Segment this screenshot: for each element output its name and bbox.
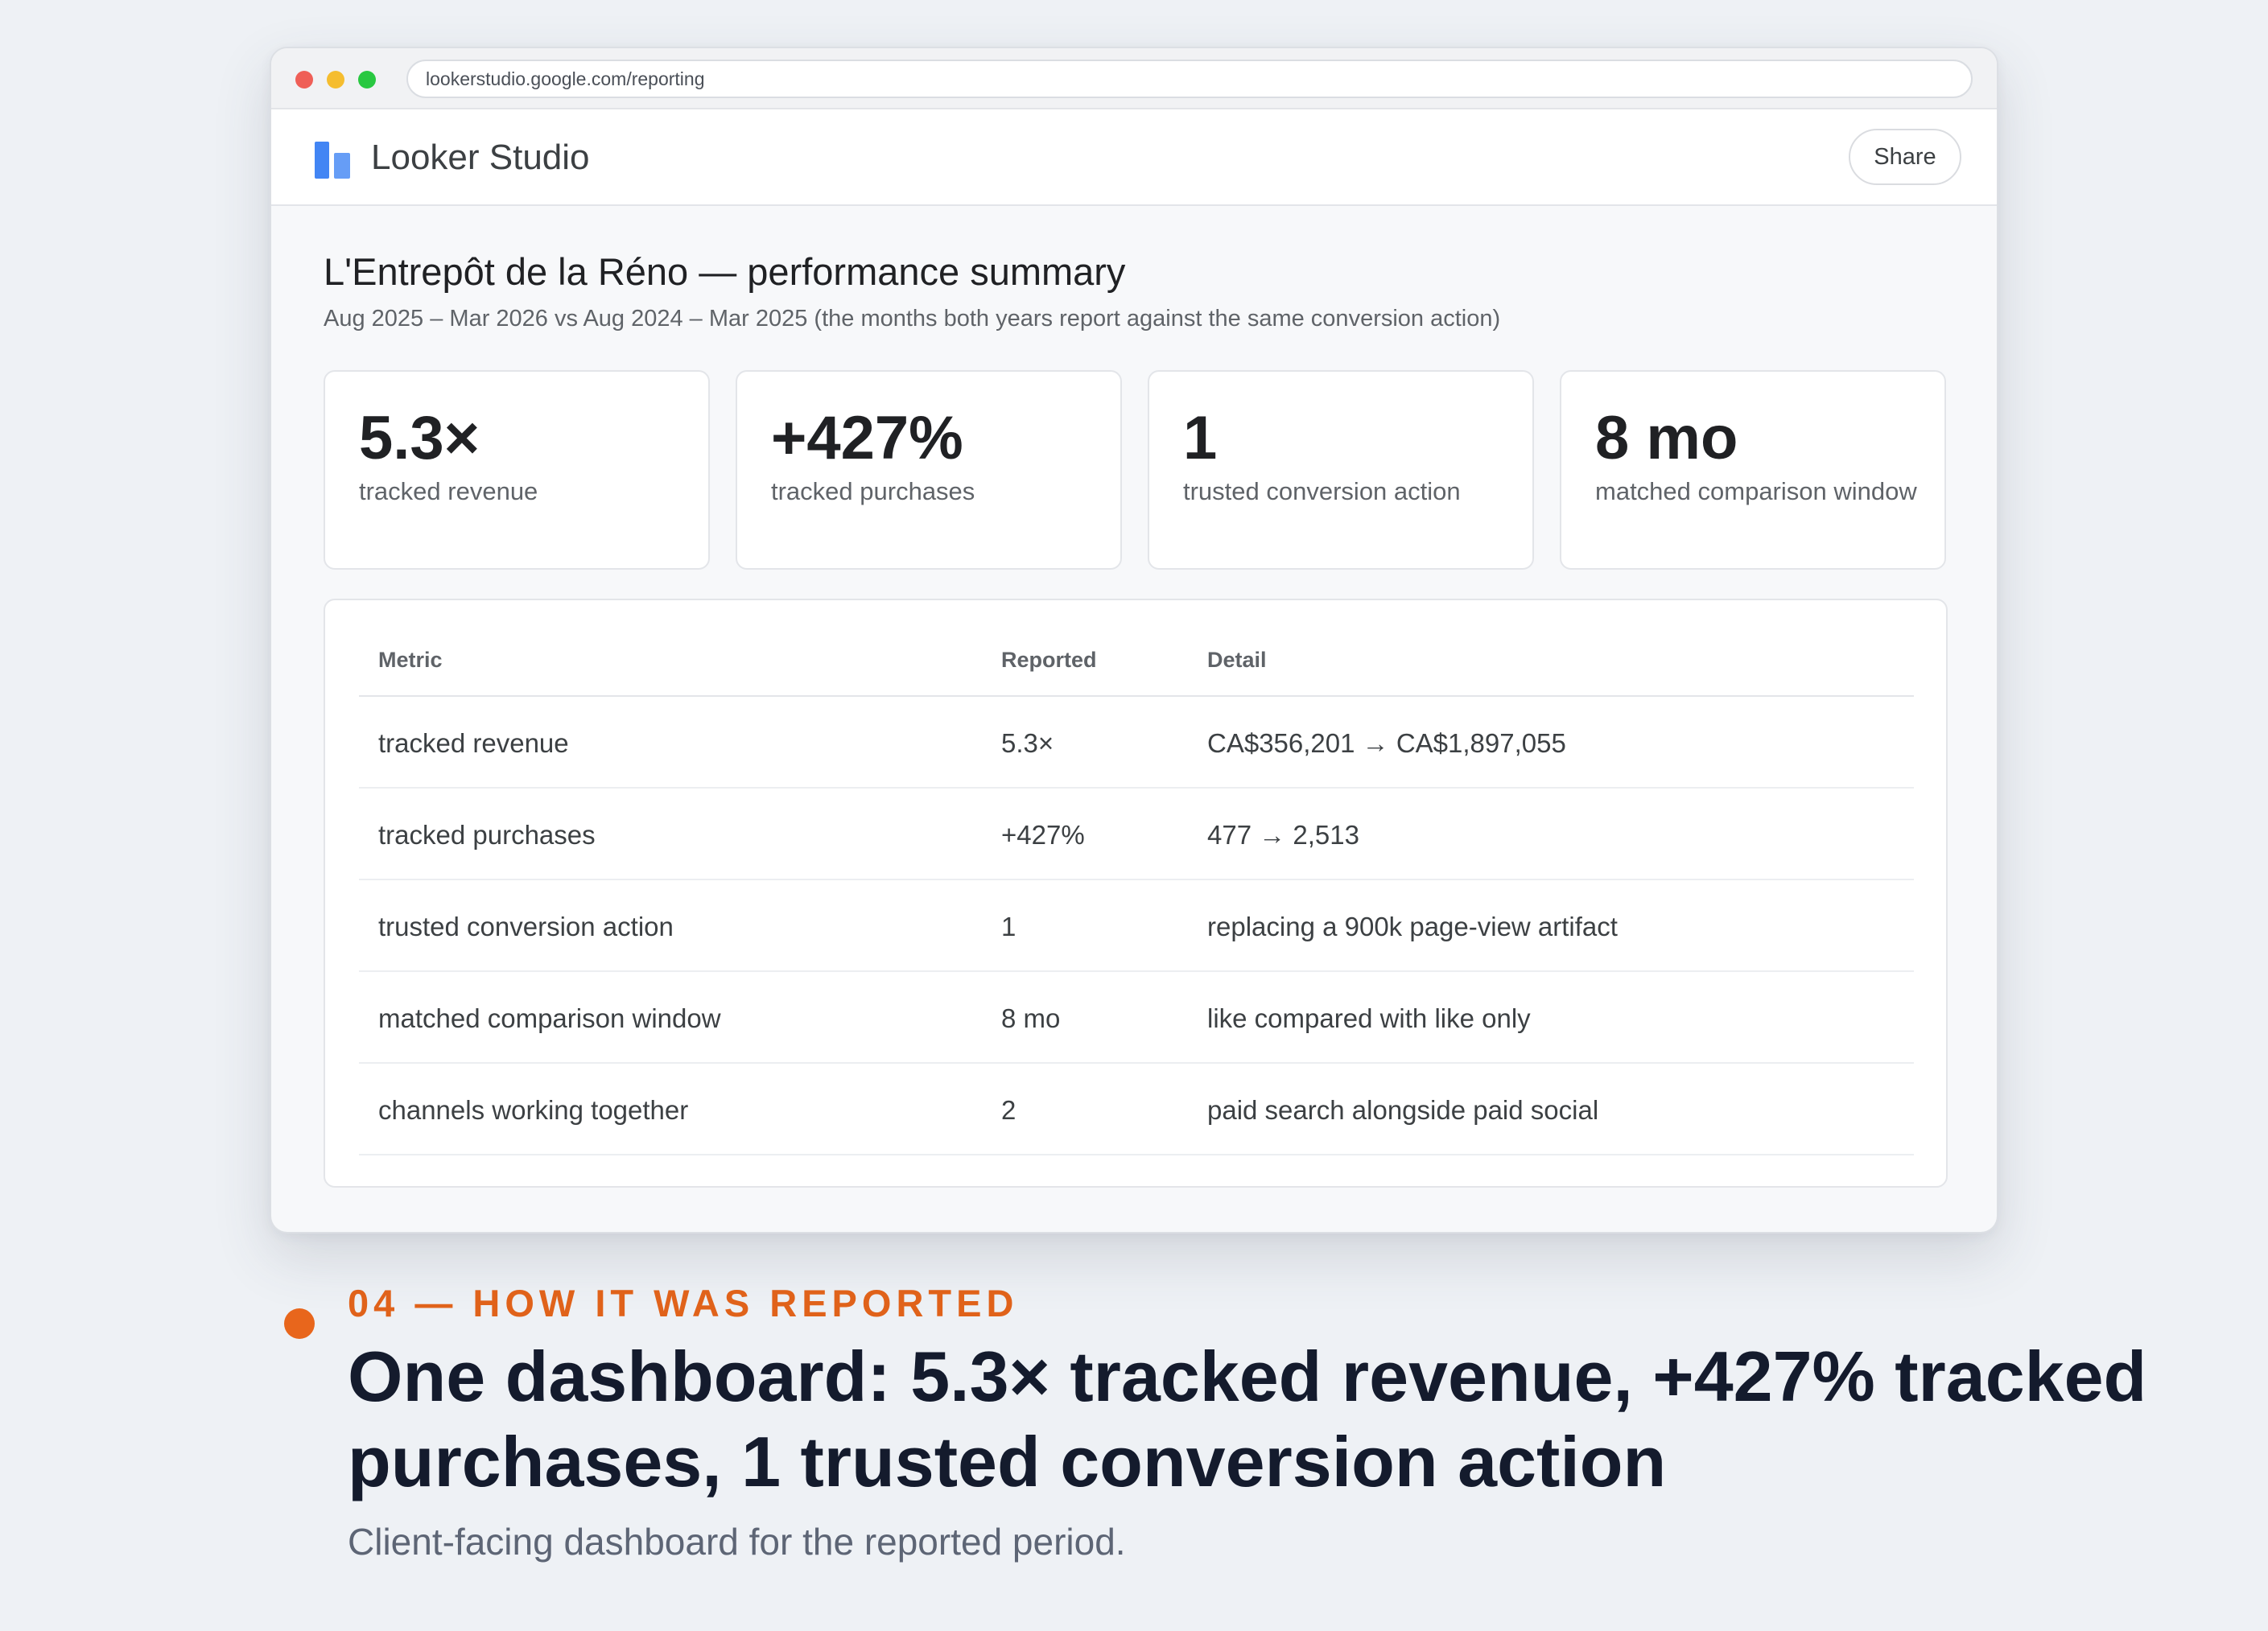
kpi-label: tracked revenue bbox=[359, 477, 538, 505]
kpi-value: 5.3× bbox=[359, 404, 480, 472]
address-bar[interactable]: lookerstudio.google.com/reporting bbox=[406, 60, 1973, 98]
column-header-metric: Metric bbox=[378, 648, 443, 672]
metric-cell: tracked purchases bbox=[378, 820, 596, 850]
column-header-reported: Reported bbox=[1001, 648, 1097, 672]
detail-cell: replacing a 900k page-view artifact bbox=[1207, 912, 1618, 941]
detail-cell: like compared with like only bbox=[1207, 1003, 1531, 1033]
kpi-value: 8 mo bbox=[1595, 404, 1738, 472]
metric-cell: matched comparison window bbox=[378, 1003, 721, 1033]
section-bullet-icon bbox=[284, 1308, 315, 1339]
table-row: matched comparison window 8 mo like comp… bbox=[359, 972, 1914, 1064]
reported-cell: 1 bbox=[1001, 912, 1016, 941]
minimize-window-button[interactable] bbox=[327, 71, 344, 89]
kpi-value: +427% bbox=[771, 404, 963, 472]
table-header: Metric Reported Detail bbox=[359, 600, 1914, 697]
table-row: tracked purchases +427% 477 → 2,513 bbox=[359, 789, 1914, 880]
report-title: L'Entrepôt de la Réno — performance summ… bbox=[324, 250, 1126, 293]
kpi-card-trusted-conversion-action: 1 trusted conversion action bbox=[1148, 370, 1534, 570]
maximize-window-button[interactable] bbox=[358, 71, 376, 89]
kpi-label: trusted conversion action bbox=[1183, 477, 1461, 505]
metric-cell: trusted conversion action bbox=[378, 912, 674, 941]
looker-studio-logo-icon bbox=[315, 142, 352, 179]
detail-cell: CA$356,201 → CA$1,897,055 bbox=[1207, 728, 1566, 758]
section-headline: One dashboard: 5.3× tracked revenue, +42… bbox=[348, 1337, 2147, 1501]
kpi-label: matched comparison window bbox=[1595, 477, 1917, 505]
browser-window: lookerstudio.google.com/reporting Looker… bbox=[270, 47, 1998, 1234]
detail-cell: paid search alongside paid social bbox=[1207, 1095, 1599, 1125]
kpi-card-tracked-purchases: +427% tracked purchases bbox=[736, 370, 1122, 570]
report-subtitle: Aug 2025 – Mar 2026 vs Aug 2024 – Mar 20… bbox=[324, 306, 1501, 332]
metrics-table: Metric Reported Detail tracked revenue 5… bbox=[324, 599, 1948, 1188]
table-row: trusted conversion action 1 replacing a … bbox=[359, 880, 1914, 972]
browser-titlebar: lookerstudio.google.com/reporting bbox=[271, 48, 1997, 109]
kpi-label: tracked purchases bbox=[771, 477, 975, 505]
reported-cell: 2 bbox=[1001, 1095, 1016, 1125]
metric-cell: tracked revenue bbox=[378, 728, 569, 758]
table-row: tracked revenue 5.3× CA$356,201 → CA$1,8… bbox=[359, 697, 1914, 789]
column-header-detail: Detail bbox=[1207, 648, 1267, 672]
share-button[interactable]: Share bbox=[1849, 129, 1961, 185]
reported-cell: 8 mo bbox=[1001, 1003, 1061, 1033]
close-window-button[interactable] bbox=[295, 71, 313, 89]
reported-cell: +427% bbox=[1001, 820, 1085, 850]
table-row: channels working together 2 paid search … bbox=[359, 1064, 1914, 1155]
section-caption: Client-facing dashboard for the reported… bbox=[348, 1521, 1126, 1563]
detail-cell: 477 → 2,513 bbox=[1207, 820, 1359, 850]
kpi-value: 1 bbox=[1183, 404, 1218, 472]
app-header: Looker Studio Share bbox=[271, 109, 1997, 206]
section-eyebrow: 04 — HOW IT WAS REPORTED bbox=[348, 1282, 1019, 1324]
reported-cell: 5.3× bbox=[1001, 728, 1054, 758]
kpi-card-tracked-revenue: 5.3× tracked revenue bbox=[324, 370, 710, 570]
kpi-card-matched-comparison-window: 8 mo matched comparison window bbox=[1560, 370, 1946, 570]
app-name: Looker Studio bbox=[371, 138, 590, 177]
metric-cell: channels working together bbox=[378, 1095, 689, 1125]
